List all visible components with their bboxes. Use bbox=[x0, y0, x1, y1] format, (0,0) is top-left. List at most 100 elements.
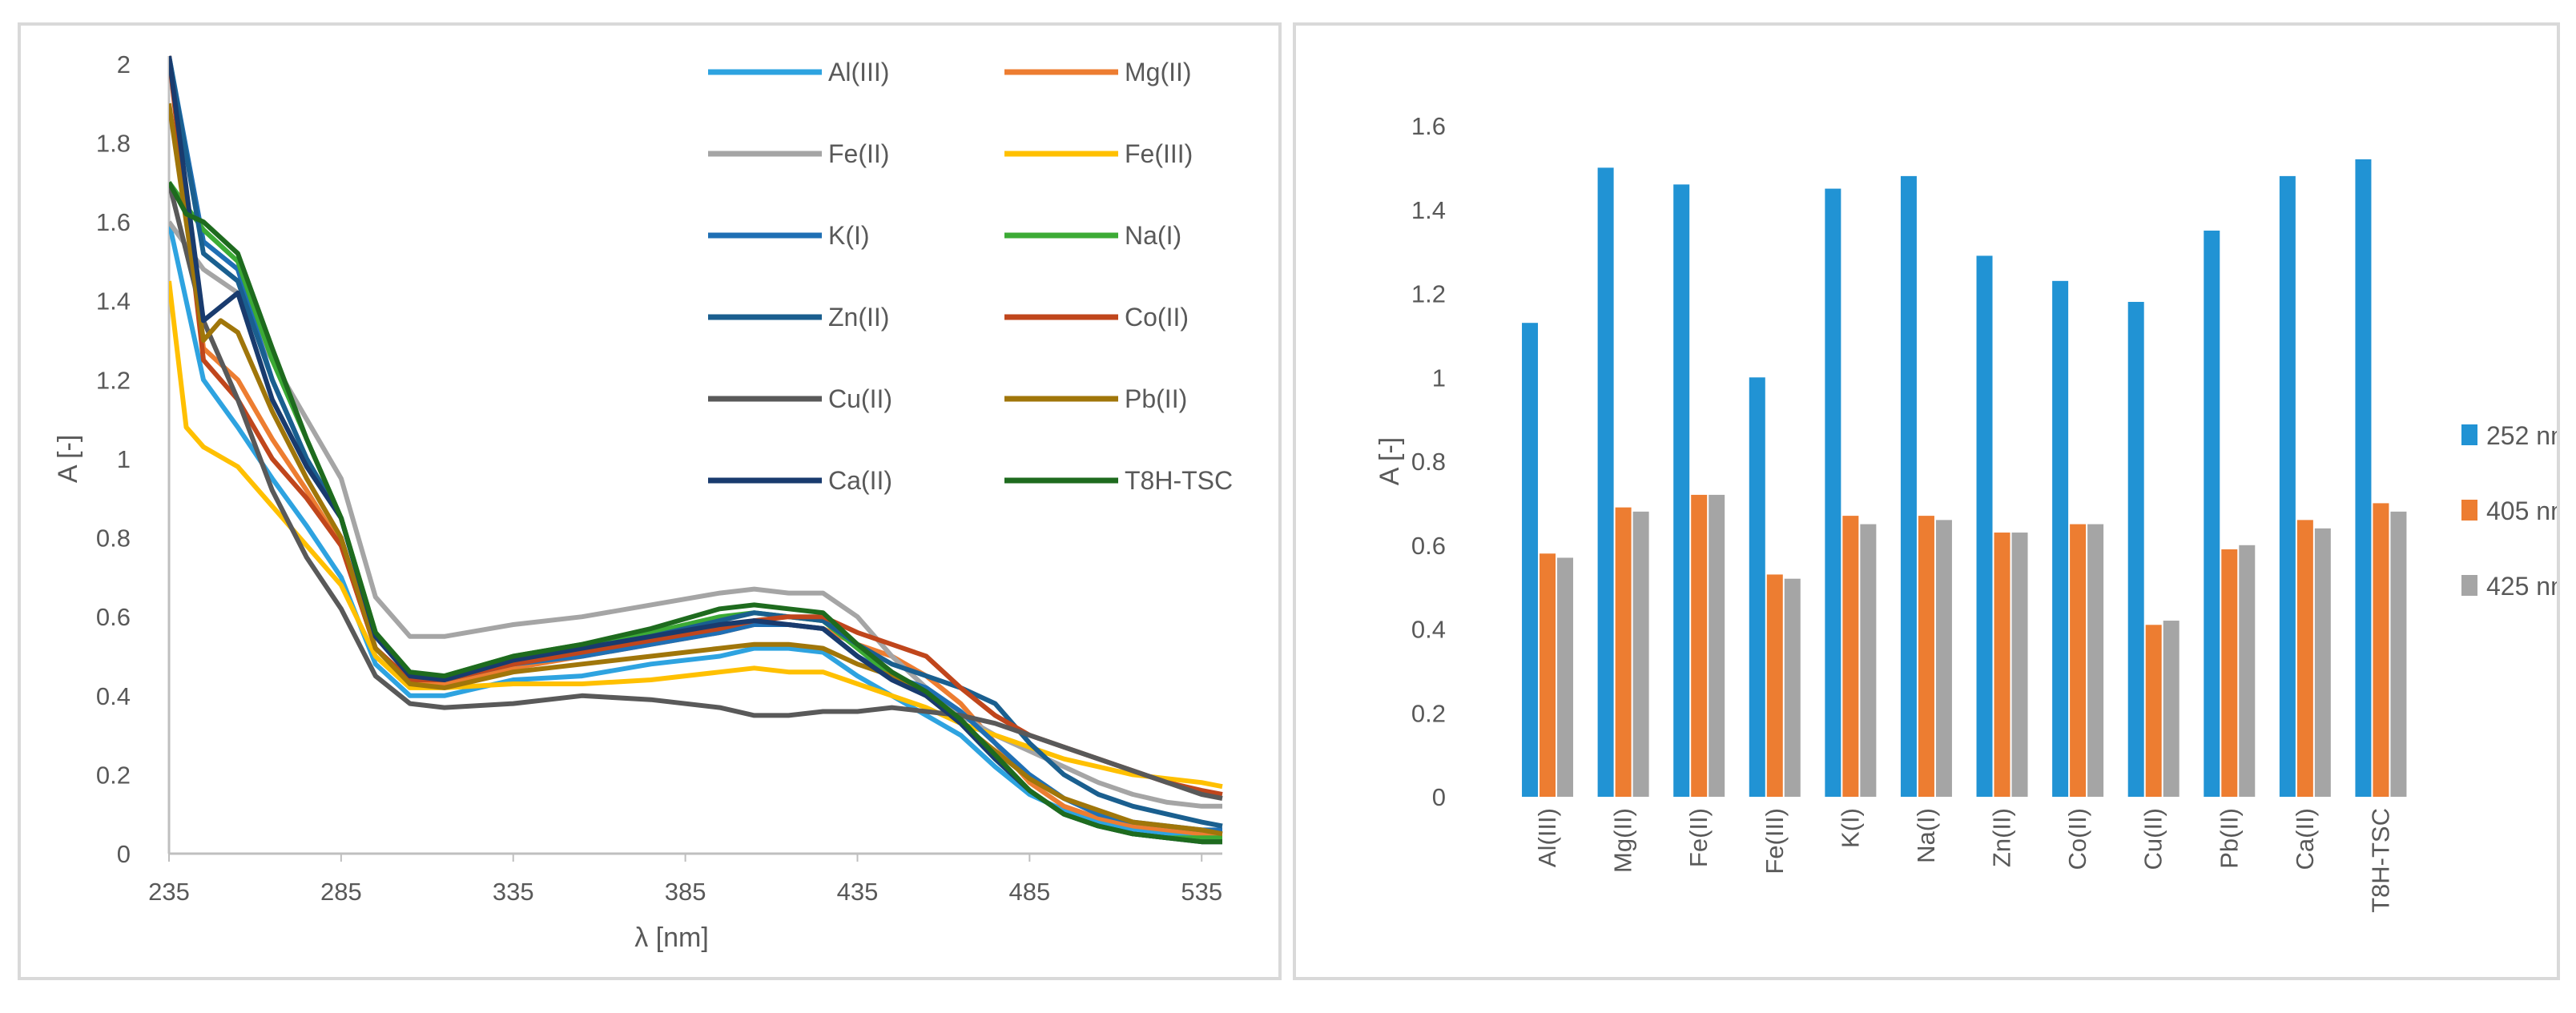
bar-405 nm-T8H-TSC bbox=[2373, 503, 2389, 797]
bar-cap bbox=[1522, 320, 1539, 324]
bar-252 nm-T8H-TSC bbox=[2355, 159, 2372, 797]
bar-252 nm-Pb(II) bbox=[2204, 230, 2220, 797]
bar-cap bbox=[2087, 521, 2104, 525]
bar-252 nm-Zn(II) bbox=[1976, 255, 1993, 797]
bar-cap bbox=[2204, 227, 2220, 231]
legend-swatch bbox=[2461, 575, 2477, 596]
x-tick-label: 235 bbox=[148, 878, 190, 906]
bar-252 nm-Fe(III) bbox=[1749, 377, 1765, 797]
x-axis-title: λ [nm] bbox=[634, 923, 709, 953]
y-tick-label: 0.4 bbox=[1411, 616, 1446, 644]
bar-405 nm-K(I) bbox=[1842, 516, 1859, 797]
bar-425 nm-Pb(II) bbox=[2239, 545, 2256, 797]
y-tick-label: 1.2 bbox=[96, 366, 131, 394]
bar-405 nm-Cu(II) bbox=[2145, 625, 2162, 797]
bar-425 nm-K(I) bbox=[1860, 524, 1877, 797]
y-tick-label: 0 bbox=[117, 840, 131, 868]
y-tick-label: 1.8 bbox=[96, 129, 131, 157]
series-line-Ca(II) bbox=[169, 55, 1222, 845]
bar-425 nm-Fe(II) bbox=[1709, 494, 1725, 797]
y-tick-label: 1.6 bbox=[1411, 112, 1446, 140]
x-tick-label: 385 bbox=[665, 878, 706, 906]
y-tick-label: 1.4 bbox=[1411, 196, 1446, 224]
bar-425 nm-Fe(III) bbox=[1784, 578, 1801, 797]
bar-cap bbox=[2296, 517, 2313, 521]
x-category-label: Zn(II) bbox=[1988, 808, 2016, 867]
bar-405 nm-Fe(II) bbox=[1691, 494, 1708, 797]
legend-label: Fe(II) bbox=[828, 139, 889, 168]
legend-label: 425 nm bbox=[2486, 572, 2557, 601]
bar-cap bbox=[2390, 509, 2407, 512]
x-category-label: Fe(II) bbox=[1684, 808, 1713, 867]
legend-label: 252 nm bbox=[2486, 421, 2557, 450]
bar-cap bbox=[1615, 504, 1632, 508]
bar-cap bbox=[1597, 165, 1614, 168]
y-tick-label: 2 bbox=[117, 50, 131, 78]
bar-cap bbox=[1976, 253, 1993, 256]
bar-405 nm-Zn(II) bbox=[1994, 533, 2010, 797]
legend-swatch bbox=[2461, 424, 2477, 445]
bar-252 nm-Na(I) bbox=[1900, 175, 1917, 798]
series-line-Pb(II) bbox=[169, 103, 1223, 837]
x-tick-label: 485 bbox=[1008, 878, 1050, 906]
bar-405 nm-Pb(II) bbox=[2221, 549, 2238, 797]
bar-cap bbox=[2279, 173, 2296, 176]
bar-405 nm-Al(III) bbox=[1540, 553, 1556, 797]
series-line-K(I) bbox=[169, 55, 1222, 833]
legend-swatch bbox=[2461, 500, 2477, 521]
series-line-Fe(II) bbox=[169, 220, 1222, 809]
bar-252 nm-Ca(II) bbox=[2279, 175, 2296, 798]
legend-label: Na(I) bbox=[1125, 221, 1181, 250]
bar-cap bbox=[2314, 525, 2331, 529]
bar-cap bbox=[1918, 513, 1934, 517]
bar-cap bbox=[1860, 521, 1877, 525]
bar-cap bbox=[2163, 618, 2180, 621]
line-chart-panel: 0 0.2 0.4 0.6 0.8 1 1.2 1.4 1.6 1.8 2 235 285 335 385 4… bbox=[18, 22, 1282, 980]
bar-cap bbox=[1825, 186, 1841, 189]
x-category-label: Cu(II) bbox=[2139, 808, 2167, 870]
bar-cap bbox=[2355, 156, 2372, 159]
y-axis-title: A [-] bbox=[53, 435, 83, 483]
y-tick-label: 1.4 bbox=[96, 287, 131, 316]
y-tick-label: 0.2 bbox=[1411, 699, 1446, 727]
legend-label: Ca(II) bbox=[828, 466, 892, 495]
x-category-label: Mg(II) bbox=[1609, 808, 1637, 873]
series-line-Zn(II) bbox=[169, 55, 1223, 829]
bar-425 nm-Mg(II) bbox=[1632, 511, 1649, 797]
y-tick-label: 0.6 bbox=[1411, 532, 1446, 560]
bar-405 nm-Na(I) bbox=[1918, 516, 1934, 797]
bar-252 nm-Al(III) bbox=[1522, 323, 1539, 798]
x-category-label: Ca(II) bbox=[2291, 808, 2319, 870]
x-category-label: K(I) bbox=[1836, 808, 1864, 848]
series-line-Al(III) bbox=[169, 221, 1222, 841]
x-category-label: T8H-TSC bbox=[2366, 808, 2394, 913]
legend-label: T8H-TSC bbox=[1125, 466, 1233, 495]
bar-cap bbox=[1784, 576, 1801, 579]
bar-chart: 0 0.2 0.4 0.6 0.8 1 1.2 1.4 1.6 A [-] Al(III) Mg(II… bbox=[1375, 112, 2557, 913]
bar-cap bbox=[2127, 299, 2144, 302]
series-line-Co(II) bbox=[169, 55, 1223, 797]
bar-cap bbox=[2052, 278, 2069, 281]
bar-cap bbox=[2011, 530, 2028, 533]
y-tick-label: 0.8 bbox=[96, 525, 131, 553]
bar-425 nm-Na(I) bbox=[1935, 520, 1952, 797]
bar-252 nm-K(I) bbox=[1825, 188, 1841, 797]
bar-chart-panel: 0 0.2 0.4 0.6 0.8 1 1.2 1.4 1.6 A [-] Al(III) Mg(II… bbox=[1293, 22, 2560, 980]
series-line-Cu(II) bbox=[169, 182, 1223, 801]
series-line-Fe(III) bbox=[169, 280, 1223, 790]
y-tick-label: 0.4 bbox=[96, 682, 131, 710]
bar-cap bbox=[1632, 509, 1649, 512]
bar-252 nm-Mg(II) bbox=[1597, 167, 1614, 797]
y-tick-label: 1 bbox=[1432, 364, 1446, 392]
bar-405 nm-Fe(III) bbox=[1766, 574, 1783, 797]
x-category-label: Na(I) bbox=[1912, 808, 1940, 863]
bar-cap bbox=[2221, 546, 2238, 549]
line-chart: 0 0.2 0.4 0.6 0.8 1 1.2 1.4 1.6 1.8 2 235 285 335 385 4… bbox=[53, 50, 1233, 953]
bar-cap bbox=[1749, 375, 1765, 378]
bar-252 nm-Fe(II) bbox=[1673, 184, 1690, 797]
legend-label: Mg(II) bbox=[1125, 58, 1192, 86]
bar-425 nm-Co(II) bbox=[2087, 524, 2104, 797]
bar-405 nm-Co(II) bbox=[2070, 524, 2087, 797]
bar-cap bbox=[1994, 530, 2010, 533]
bar-cap bbox=[1557, 555, 1574, 558]
